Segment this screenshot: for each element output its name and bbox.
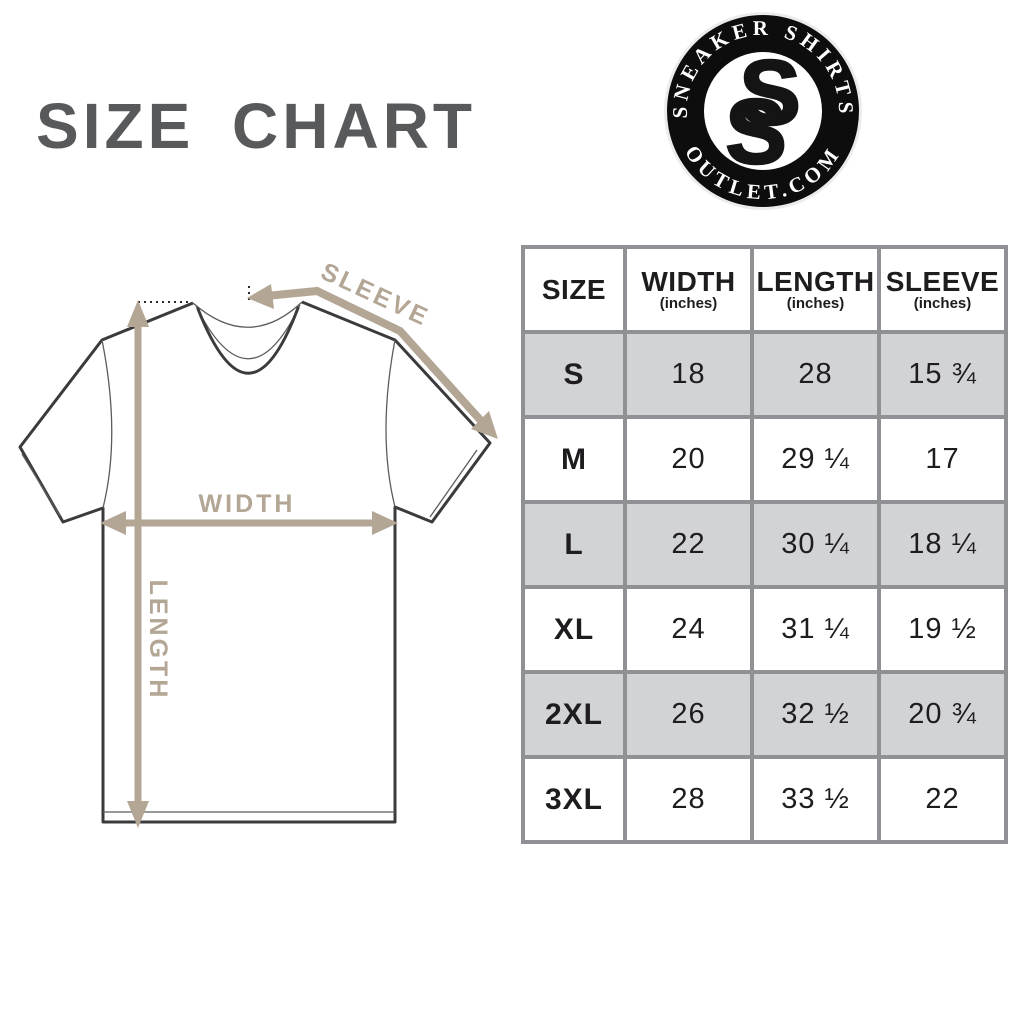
header-sleeve: SLEEVE (inches) <box>877 245 1008 334</box>
tshirt-measurement-diagram: WIDTH LENGTH SLEEVE <box>18 257 498 828</box>
length-value: 33 ½ <box>750 755 881 844</box>
width-value: 20 <box>623 415 754 504</box>
sleeve-arrow <box>247 284 498 439</box>
collar-back-line <box>192 301 303 328</box>
logo-monogram-s2: S <box>725 81 786 183</box>
table-row-2xl: 2XL 26 32 ½ 20 ¾ <box>521 670 1008 759</box>
table-row-s: S 18 28 15 ¾ <box>521 330 1008 419</box>
collar-front-neckline <box>196 306 300 375</box>
right-armhole-seam <box>385 339 396 508</box>
width-value: 28 <box>623 755 754 844</box>
size-label: S <box>521 330 627 419</box>
width-value: 18 <box>623 330 754 419</box>
table-row-l: L 22 30 ¼ 18 ¼ <box>521 500 1008 589</box>
length-value: 32 ½ <box>750 670 881 759</box>
logo-inner-circle <box>704 52 822 170</box>
width-arrow <box>100 511 398 535</box>
length-value: 29 ¼ <box>750 415 881 504</box>
sleeve-value: 22 <box>877 755 1008 844</box>
tshirt-outline <box>18 300 492 824</box>
length-value: 30 ¼ <box>750 500 881 589</box>
sleeve-value: 18 ¼ <box>877 500 1008 589</box>
size-label: L <box>521 500 627 589</box>
size-label: M <box>521 415 627 504</box>
table-row-xl: XL 24 31 ¼ 19 ½ <box>521 585 1008 674</box>
header-length: LENGTH (inches) <box>750 245 881 334</box>
right-sleeve-hem-seam <box>429 449 478 518</box>
size-label: XL <box>521 585 627 674</box>
header-width: WIDTH (inches) <box>623 245 754 334</box>
length-label: LENGTH <box>144 580 172 701</box>
left-armhole-seam <box>101 339 113 509</box>
table-header-row: SIZE WIDTH (inches) LENGTH (inches) SLEE… <box>521 245 1008 334</box>
page-title: SIZE CHART <box>36 90 476 162</box>
table-row-m: M 20 29 ¼ 17 <box>521 415 1008 504</box>
sleeve-value: 17 <box>877 415 1008 504</box>
size-chart-table: SIZE WIDTH (inches) LENGTH (inches) SLEE… <box>521 245 1008 844</box>
logo-monogram-s1: S <box>739 42 800 144</box>
collar-seam-line <box>195 304 301 360</box>
header-size: SIZE <box>521 245 627 334</box>
brand-logo: SNEAKER SHIRTS OUTLET.COM S S <box>664 12 862 210</box>
width-value: 24 <box>623 585 754 674</box>
width-value: 26 <box>623 670 754 759</box>
size-label: 2XL <box>521 670 627 759</box>
sleeve-value: 19 ½ <box>877 585 1008 674</box>
size-label: 3XL <box>521 755 627 844</box>
length-value: 31 ¼ <box>750 585 881 674</box>
width-value: 22 <box>623 500 754 589</box>
length-value: 28 <box>750 330 881 419</box>
left-sleeve-hem-seam <box>21 453 61 517</box>
length-arrow <box>127 300 149 828</box>
table-row-3xl: 3XL 28 33 ½ 22 <box>521 755 1008 844</box>
width-label: WIDTH <box>199 490 296 518</box>
sleeve-value: 20 ¾ <box>877 670 1008 759</box>
sleeve-value: 15 ¾ <box>877 330 1008 419</box>
